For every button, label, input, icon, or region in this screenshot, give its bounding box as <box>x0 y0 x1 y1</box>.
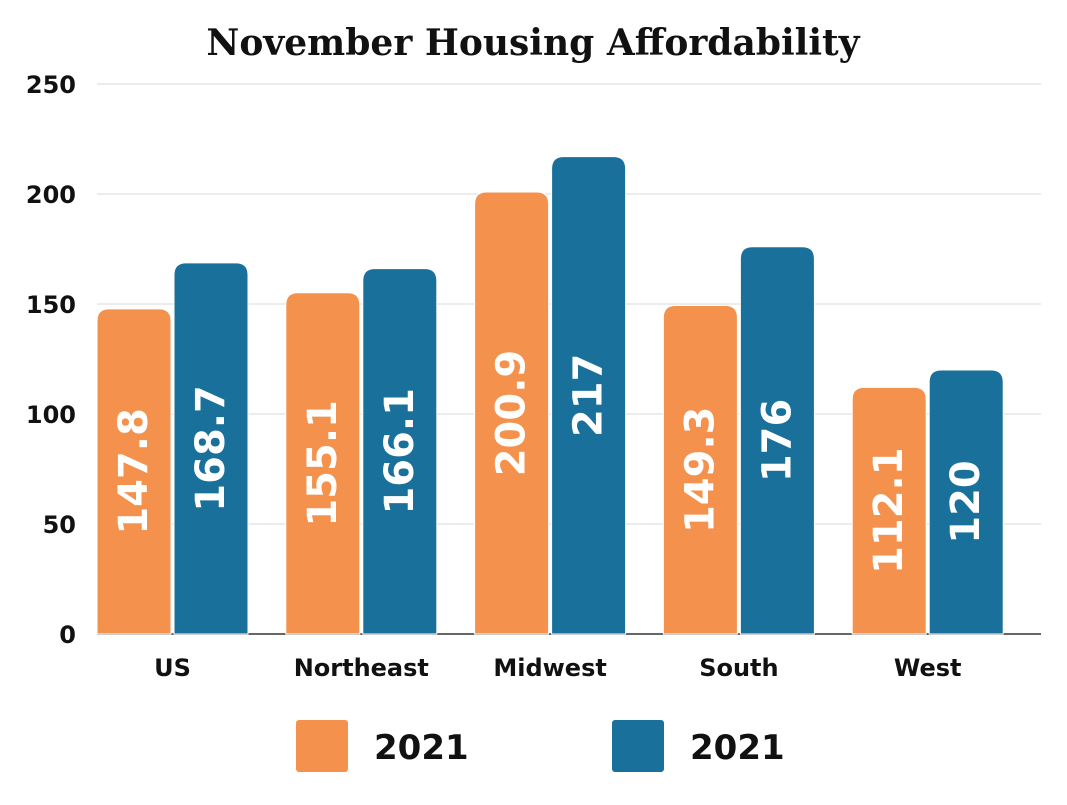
y-tick-label: 200 <box>26 181 76 209</box>
x-tick-label: Northeast <box>294 654 429 682</box>
bar-midwest-series-1 <box>474 191 550 635</box>
bar-northeast-series-2 <box>362 268 438 635</box>
x-tick-label: Midwest <box>493 654 607 682</box>
y-tick-label: 50 <box>43 511 76 539</box>
bar-west-series-1 <box>851 386 927 635</box>
bars: 147.8 168.7 155.1 166.1 200.9 217 149.3 176 112.… <box>96 156 1004 635</box>
x-axis-ticks: US Northeast Midwest South West <box>154 654 961 682</box>
bar-value-label: 112.1 <box>866 447 912 574</box>
y-axis-ticks: 0 50 100 150 200 250 <box>26 71 76 649</box>
y-tick-label: 0 <box>59 621 76 649</box>
bar-value-label: 200.9 <box>489 350 535 477</box>
bar-us-series-1 <box>96 308 172 635</box>
legend-swatch <box>296 720 348 772</box>
y-tick-label: 250 <box>26 71 76 99</box>
legend-label: 2021 <box>374 728 469 768</box>
bar-value-label: 168.7 <box>188 385 234 512</box>
bar-value-label: 120 <box>943 460 989 544</box>
chart-title: November Housing Affordability <box>206 22 860 64</box>
bar-value-label: 149.3 <box>677 407 723 534</box>
bar-value-label: 176 <box>754 399 800 483</box>
bar-value-label: 147.8 <box>111 408 157 535</box>
bar-value-label: 166.1 <box>377 388 423 515</box>
y-tick-label: 150 <box>26 291 76 319</box>
bar-value-label: 217 <box>566 354 612 438</box>
legend-label: 2021 <box>690 728 785 768</box>
bar-west-series-2 <box>928 369 1004 635</box>
x-tick-label: South <box>699 654 778 682</box>
bar-south-series-2 <box>739 246 815 635</box>
bar-south-series-1 <box>662 305 738 635</box>
bar-us-series-2 <box>173 262 249 635</box>
bar-midwest-series-2 <box>551 156 627 635</box>
legend: 2021 2021 <box>296 720 785 772</box>
bar-value-label: 155.1 <box>300 400 346 527</box>
legend-swatch <box>612 720 664 772</box>
x-tick-label: West <box>894 654 962 682</box>
y-tick-label: 100 <box>26 401 76 429</box>
bar-northeast-series-1 <box>285 292 361 635</box>
x-tick-label: US <box>154 654 191 682</box>
